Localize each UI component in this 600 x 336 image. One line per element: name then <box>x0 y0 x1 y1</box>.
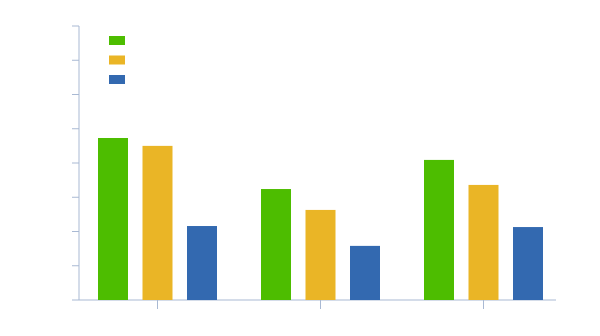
bar <box>142 145 173 300</box>
bar <box>98 137 128 300</box>
bar <box>187 226 217 300</box>
legend-swatch <box>109 36 125 45</box>
bar <box>468 184 499 300</box>
bar <box>350 245 380 300</box>
bar <box>424 159 454 300</box>
bar <box>305 209 336 300</box>
bar <box>513 227 543 300</box>
bar <box>261 189 291 300</box>
legend-swatch <box>109 75 125 84</box>
legend-swatch <box>109 55 125 65</box>
